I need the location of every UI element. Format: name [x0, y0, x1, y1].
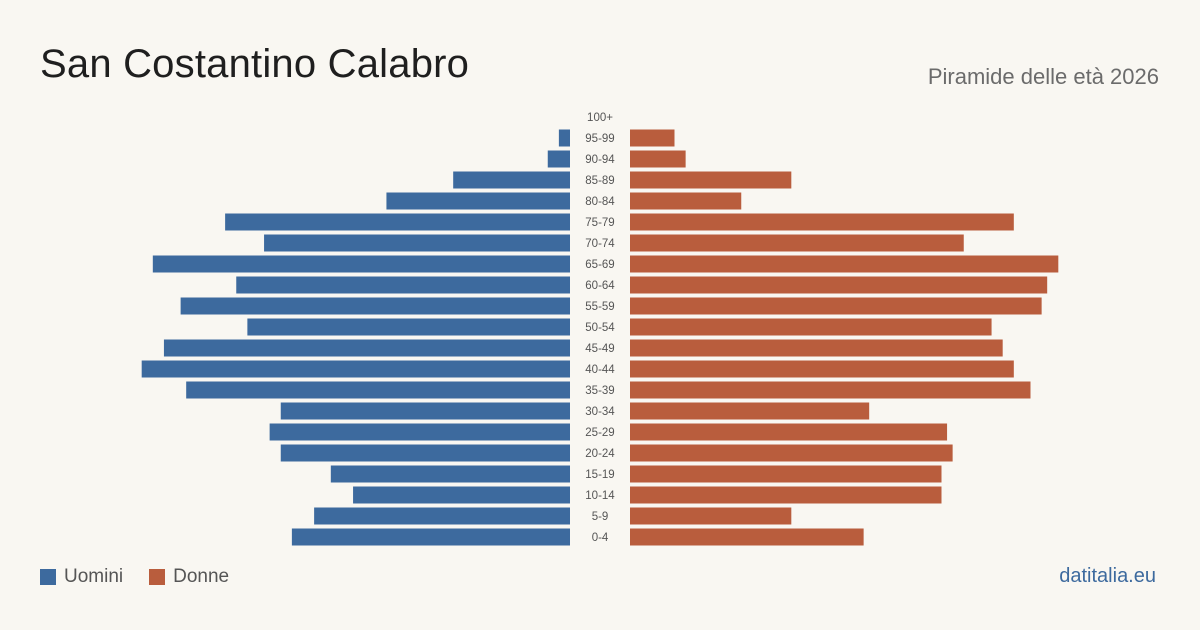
age-group-label: 0-4	[592, 532, 609, 544]
legend-item-men: Uomini	[40, 566, 123, 588]
age-group-label: 15-19	[585, 469, 614, 481]
bar-men-75-79	[225, 213, 570, 231]
bar-men-65-69	[152, 255, 570, 273]
age-group-label: 50-54	[585, 322, 615, 334]
bar-men-15-19	[330, 465, 570, 483]
age-group-label: 60-64	[585, 280, 615, 292]
age-group-label: 40-44	[585, 364, 615, 376]
age-group-label: 100+	[587, 112, 613, 124]
bar-women-95-99	[630, 129, 675, 147]
bar-men-5-9	[314, 507, 570, 525]
bar-women-40-44	[630, 360, 1014, 378]
age-group-label: 90-94	[585, 154, 615, 166]
bar-women-80-84	[630, 192, 742, 210]
bar-women-25-29	[630, 423, 948, 441]
legend-swatch-men	[40, 569, 56, 585]
legend-label-women: Donne	[173, 566, 230, 587]
bar-women-45-49	[630, 339, 1003, 357]
legend-item-women: Donne	[149, 566, 229, 588]
source-link[interactable]: datitalia.eu	[1059, 565, 1156, 587]
bar-women-5-9	[630, 507, 792, 525]
bar-women-30-34	[630, 402, 870, 420]
chart-title: San Costantino Calabro	[40, 42, 470, 86]
bar-women-65-69	[630, 255, 1059, 273]
bar-men-20-24	[280, 444, 570, 462]
bar-men-70-74	[264, 234, 570, 252]
age-group-label: 65-69	[585, 259, 614, 271]
bar-women-90-94	[630, 150, 686, 168]
legend: Uomini Donne	[40, 566, 229, 588]
age-group-label: 20-24	[585, 448, 615, 460]
age-group-label: 5-9	[592, 511, 609, 523]
bar-men-60-64	[236, 276, 570, 294]
bar-men-40-44	[141, 360, 570, 378]
age-group-label: 80-84	[585, 196, 615, 208]
bar-men-50-54	[247, 318, 570, 336]
age-group-label: 70-74	[585, 238, 615, 250]
age-group-label: 35-39	[585, 385, 614, 397]
bar-women-10-14	[630, 486, 942, 504]
bar-women-85-89	[630, 171, 792, 189]
age-group-label: 25-29	[585, 427, 614, 439]
bar-women-75-79	[630, 213, 1014, 231]
age-group-label: 30-34	[585, 406, 615, 418]
age-group-label: 10-14	[585, 490, 615, 502]
bar-women-70-74	[630, 234, 964, 252]
bar-men-55-59	[180, 297, 570, 315]
bar-women-50-54	[630, 318, 992, 336]
age-group-label: 75-79	[585, 217, 614, 229]
bar-men-10-14	[353, 486, 570, 504]
bar-women-55-59	[630, 297, 1042, 315]
bar-men-25-29	[269, 423, 570, 441]
bar-men-85-89	[453, 171, 570, 189]
population-pyramid-chart: 100+ 95-99 90-94 85-89 80-84 75-79 70-74 65-69 6…	[141, 112, 1059, 546]
bar-women-35-39	[630, 381, 1031, 399]
age-group-label: 55-59	[585, 301, 614, 313]
chart-subtitle: Piramide delle età 2026	[927, 64, 1159, 89]
bar-men-0-4	[291, 528, 570, 546]
bar-men-90-94	[547, 150, 570, 168]
bar-men-30-34	[280, 402, 570, 420]
bar-women-60-64	[630, 276, 1048, 294]
bar-men-35-39	[186, 381, 570, 399]
age-group-label: 85-89	[585, 175, 614, 187]
bar-men-45-49	[163, 339, 570, 357]
bar-women-15-19	[630, 465, 942, 483]
age-group-label: 95-99	[585, 133, 614, 145]
legend-swatch-women	[149, 569, 166, 585]
bar-men-95-99	[558, 129, 570, 147]
age-group-label: 45-49	[585, 343, 614, 355]
bar-women-0-4	[630, 528, 864, 546]
legend-label-men: Uomini	[64, 566, 124, 587]
bar-men-80-84	[386, 192, 570, 210]
bar-women-20-24	[630, 444, 953, 462]
